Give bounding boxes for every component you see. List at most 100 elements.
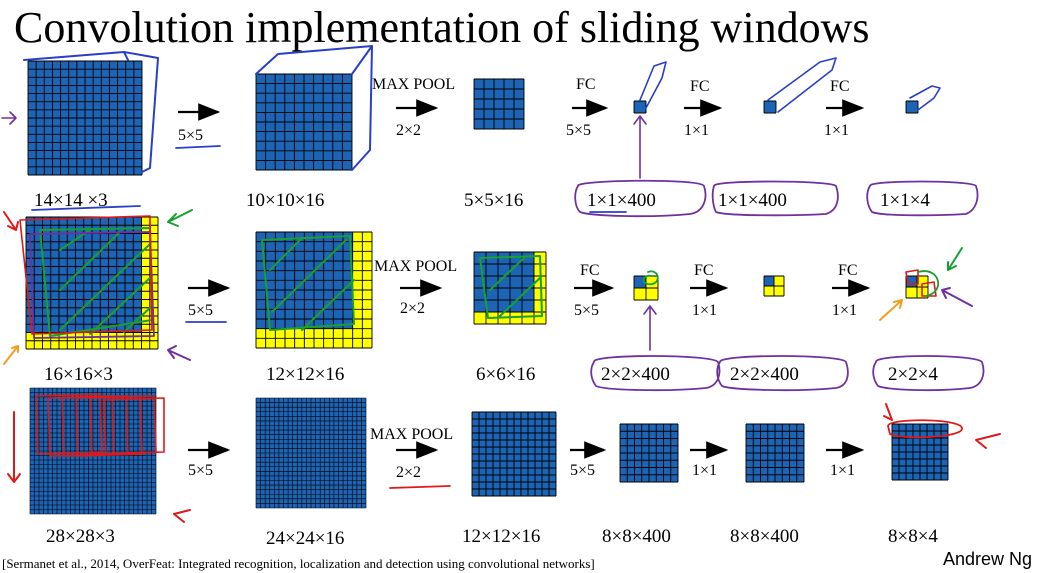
ink-green-arrow-row2-fc3 [947,247,963,271]
row3-fc3-grid [891,423,949,481]
ink-circle-row2-vol5 [872,355,985,392]
row1-op3-name: FC [576,76,596,93]
row2-input-label: 16×16×3 [44,364,113,385]
row1-op1-size: 5×5 [178,127,204,144]
row3-volume3-label: 8×8×400 [602,526,671,547]
ink-orange-arrow-row2 [3,345,19,365]
row2-volume1-label: 12×12×16 [266,364,345,385]
row2-op2-size: 2×2 [400,300,426,317]
row1-input-label: 14×14 ×3 [34,190,108,211]
row3-op2-size: 2×2 [396,464,422,481]
row1-op5-size: 1×1 [824,122,850,139]
row1-input-grid [27,60,143,176]
ink-circle-row1-vol3 [574,179,707,218]
ink-box-row1-fc2 [767,57,837,113]
row2-fc1-grid [633,275,659,301]
author-name: Andrew Ng [942,549,1032,569]
row3-op1-size: 5×5 [188,462,214,479]
row1-fc1-grid [633,100,647,114]
row1-fc3-grid [905,100,919,114]
ink-purple-box-row2-input [29,231,155,339]
row2-volume2-label: 6×6×16 [476,364,536,385]
row3-input-label: 28×28×3 [46,526,115,547]
row3-op2-name: MAX POOL [370,426,454,443]
row1-conv-grid [255,73,353,171]
row2-fc3-grid [905,275,929,299]
row2-volume3-label: 2×2×400 [601,364,670,385]
row2-volume4-label: 2×2×400 [730,364,799,385]
row3-op4-size: 1×1 [692,462,718,479]
row3-input-grid [29,387,157,515]
ink-arrow-left-row1 [1,111,17,125]
ink-circle-row2-vol4 [716,355,849,392]
ink-purple-arrow-row2-fc3 [941,287,973,307]
ink-red-arrow-row3-right [975,433,1001,449]
ink-red-arrow-row3-left [7,411,21,483]
ink-box-row1-fc1 [639,61,667,109]
row2-op5-size: 1×1 [832,302,858,319]
row1-fc2-grid [763,100,777,114]
row2-op5-name: FC [838,262,858,279]
row2-input-grid [25,216,159,350]
ink-green-circle-row2-fc3 [917,270,940,297]
ink-red-arrow-row3-fc3 [883,403,893,421]
ink-box-row1-conv [255,45,373,171]
slide-title: Convolution implementation of sliding wi… [14,3,870,52]
row1-volume2-label: 5×5×16 [464,190,524,211]
row3-volume2-label: 12×12×16 [462,526,541,547]
ink-purple-arrow-row2 [167,345,191,361]
ink-red-box-row2-input [19,215,153,335]
row1-pool-grid [473,78,525,130]
row2-op3-size: 5×5 [574,302,600,319]
row2-fc2-grid [763,275,785,297]
row2-volume5-label: 2×2×4 [888,364,938,385]
ink-red-windows-row3 [35,393,165,457]
ink-red-underline-row3-pool [389,485,451,489]
row1-volume1-label: 10×10×16 [246,190,325,211]
ink-marks-row2-fc3 [905,269,937,297]
ink-red-arrow-row2 [3,211,19,231]
ink-green-mark-row2-fc1 [642,270,659,285]
row3-conv-grid [255,397,367,509]
row1-op2-name: MAX POOL [372,76,456,93]
row1-volume3-label: 1×1×400 [587,190,656,211]
row2-op4-size: 1×1 [692,302,718,319]
row2-op4-name: FC [694,262,714,279]
ink-arrow-up-row2 [643,305,657,351]
row3-op3-size: 5×5 [570,462,596,479]
ink-underline-row1-op1 [175,145,221,149]
row3-fc1-grid [619,423,679,483]
row1-volume5-label: 1×1×4 [880,190,930,211]
row1-op5-name: FC [830,78,850,95]
row1-op3-size: 5×5 [566,122,592,139]
ink-box-row1-fc3 [909,85,941,111]
row3-op5-size: 1×1 [830,462,856,479]
ink-circle-row1-vol5 [866,180,979,217]
row3-fc2-grid [745,423,805,483]
row2-op2-name: MAX POOL [374,258,458,275]
row1-op2-size: 2×2 [396,122,422,139]
row2-op1-size: 5×5 [188,302,214,319]
row1-op4-name: FC [690,78,710,95]
ink-underline-row1-input [31,205,141,211]
ink-circle-row1-vol4 [711,180,839,217]
ink-red-circle-row3-fc3 [887,419,963,439]
row3-volume1-label: 24×24×16 [266,528,345,549]
ink-green-arrow-row2 [167,209,193,227]
row3-pool-grid [471,411,557,497]
ink-box-row1-input [23,51,159,173]
row3-volume5-label: 8×8×4 [888,526,938,547]
ink-red-arrow-row3-bottom [173,509,191,523]
ink-arrow-up-row1 [633,115,647,179]
ink-circle-row2-vol3 [590,355,721,392]
row1-op4-size: 1×1 [684,122,710,139]
ink-green-hatch-row2-conv [261,235,355,331]
citation: [Sermanet et al., 2014, OverFeat: Integr… [2,556,595,571]
ink-green-hatch-row2-pool [479,255,543,319]
row2-op3-name: FC [580,262,600,279]
row3-volume4-label: 8×8×400 [730,526,799,547]
ink-orange-arrow-row2-fc3 [879,299,903,321]
row1-volume4-label: 1×1×400 [718,190,787,211]
